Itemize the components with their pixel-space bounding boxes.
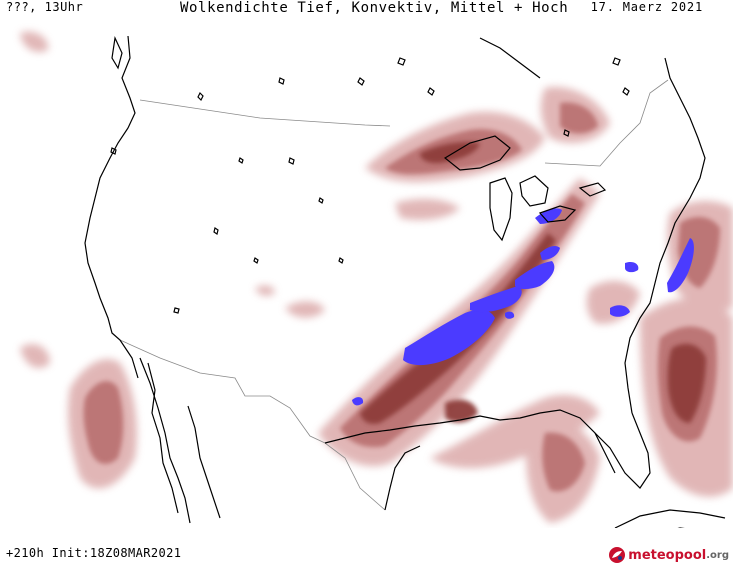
brand-tld: .org xyxy=(706,549,729,561)
convective-cells xyxy=(352,208,694,406)
date-label: 17. Maerz 2021 xyxy=(590,0,703,14)
political-borders xyxy=(119,79,669,511)
coastlines xyxy=(84,35,726,528)
forecast-info-label: +210h Init:18Z08MAR2021 xyxy=(6,546,182,560)
meteopool-logo-icon xyxy=(609,547,626,563)
location-time-label: ???, 13Uhr xyxy=(6,0,84,14)
header: ???, 13Uhr Wolkendichte Tief, Konvektiv,… xyxy=(0,0,733,20)
map-title: Wolkendichte Tief, Konvektiv, Mittel + H… xyxy=(180,0,569,16)
brand-name: meteopool xyxy=(628,547,707,563)
cloud-layer xyxy=(20,31,733,523)
meteopool-logo[interactable]: meteopool .org xyxy=(608,545,729,565)
cloud-density-map xyxy=(20,31,733,528)
